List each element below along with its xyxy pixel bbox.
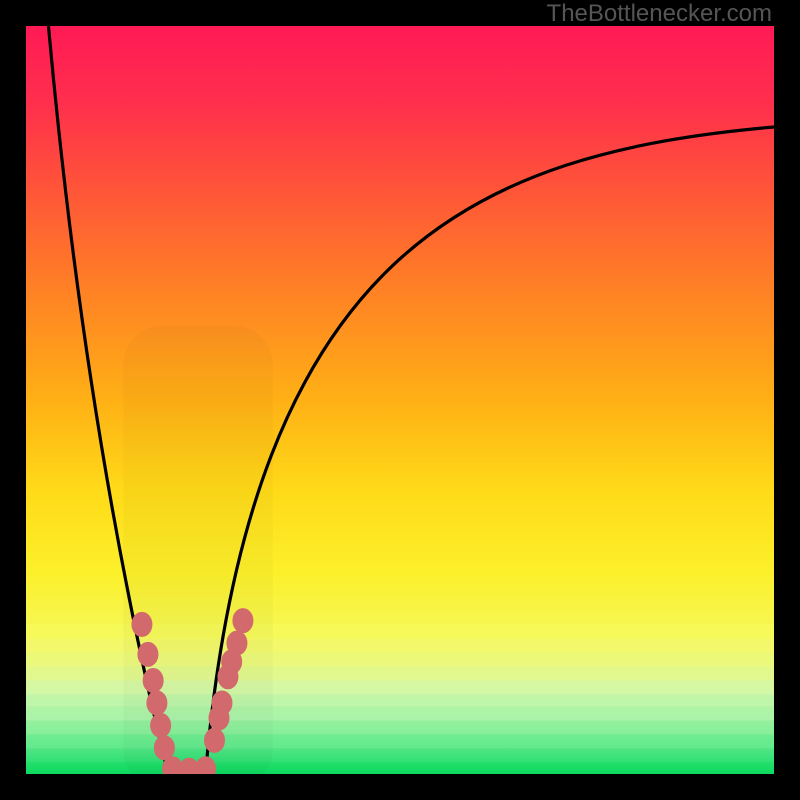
data-point bbox=[138, 642, 158, 666]
data-point bbox=[151, 713, 171, 737]
data-point bbox=[147, 691, 167, 715]
watermark-text: TheBottlenecker.com bbox=[547, 0, 772, 28]
data-point bbox=[233, 609, 253, 633]
chart-canvas: TheBottlenecker.com bbox=[0, 0, 800, 800]
data-point bbox=[143, 669, 163, 693]
data-point bbox=[154, 736, 174, 760]
data-point bbox=[132, 612, 152, 636]
valley-shadow bbox=[123, 325, 273, 789]
data-point bbox=[227, 631, 247, 655]
chart-svg bbox=[0, 0, 800, 800]
data-point bbox=[204, 728, 224, 752]
data-point bbox=[212, 691, 232, 715]
